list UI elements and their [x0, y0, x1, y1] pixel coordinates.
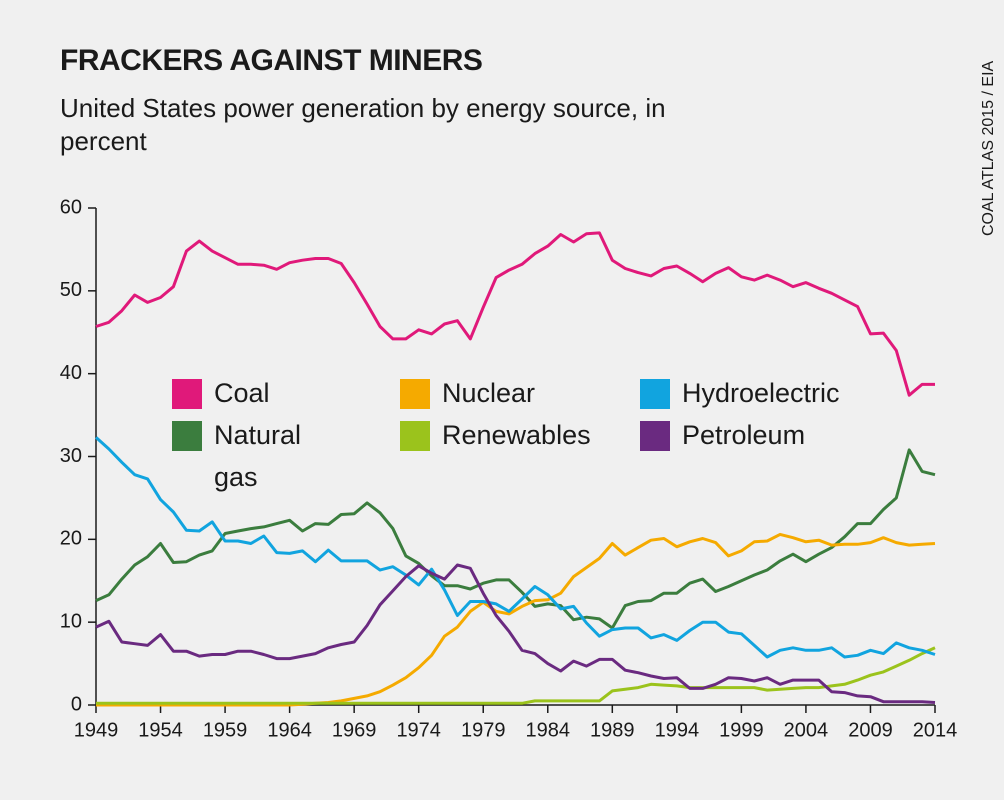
- chart-title: FRACKERS AGAINST MINERS: [60, 44, 483, 77]
- x-tick-label: 1969: [332, 719, 377, 741]
- legend-item: Nuclear: [400, 378, 622, 414]
- x-tick-label: 2004: [784, 719, 829, 741]
- legend-item: Renewables: [400, 420, 622, 456]
- legend-swatch: [400, 421, 430, 451]
- series-line: [96, 646, 936, 705]
- series-line: [94, 436, 936, 659]
- y-tick-label: 40: [60, 362, 82, 384]
- x-tick-label: 1949: [74, 719, 119, 741]
- series-line: [95, 448, 936, 630]
- x-tick-label: 1994: [655, 719, 700, 741]
- legend-swatch: [640, 421, 670, 451]
- legend-swatch: [172, 379, 202, 409]
- series-line: [95, 231, 935, 397]
- x-tick-label: 1974: [396, 719, 441, 741]
- x-tick-label: 2014: [913, 719, 958, 741]
- legend-item: Petroleum: [640, 420, 882, 456]
- legend-item: Coal: [172, 378, 324, 414]
- y-tick-label: 10: [60, 610, 82, 632]
- legend-label: Nuclear: [442, 378, 536, 408]
- x-tick-label: 1979: [461, 719, 506, 741]
- x-tick-label: 1999: [719, 719, 764, 741]
- y-tick-label: 30: [60, 445, 82, 467]
- legend-label: Coal: [214, 378, 270, 408]
- chart-subtitle: United States power generation by energy…: [60, 93, 666, 156]
- x-tick-label: 1964: [267, 719, 312, 741]
- series-line: [96, 532, 936, 707]
- legend-label: Natural gas: [214, 420, 302, 492]
- x-tick-label: 1984: [526, 719, 571, 741]
- x-tick-label: 1989: [590, 719, 635, 741]
- x-tick-label: 2009: [848, 719, 893, 741]
- legend-swatch: [400, 379, 430, 409]
- series-line: [95, 563, 936, 704]
- legend-item: Natural gas: [172, 420, 324, 498]
- y-tick-label: 20: [60, 528, 82, 550]
- legend-label: Renewables: [442, 420, 591, 450]
- y-tick-label: 50: [60, 279, 82, 301]
- legend-swatch: [640, 379, 670, 409]
- y-tick-label: 0: [71, 693, 82, 715]
- x-tick-label: 1954: [138, 719, 183, 741]
- legend-label: Hydroelectric: [682, 378, 840, 408]
- y-tick-label: 60: [60, 196, 82, 218]
- x-tick-label: 1959: [203, 719, 248, 741]
- legend-label: Petroleum: [682, 420, 806, 450]
- legend-item: Hydroelectric: [640, 378, 882, 414]
- legend-swatch: [172, 421, 202, 451]
